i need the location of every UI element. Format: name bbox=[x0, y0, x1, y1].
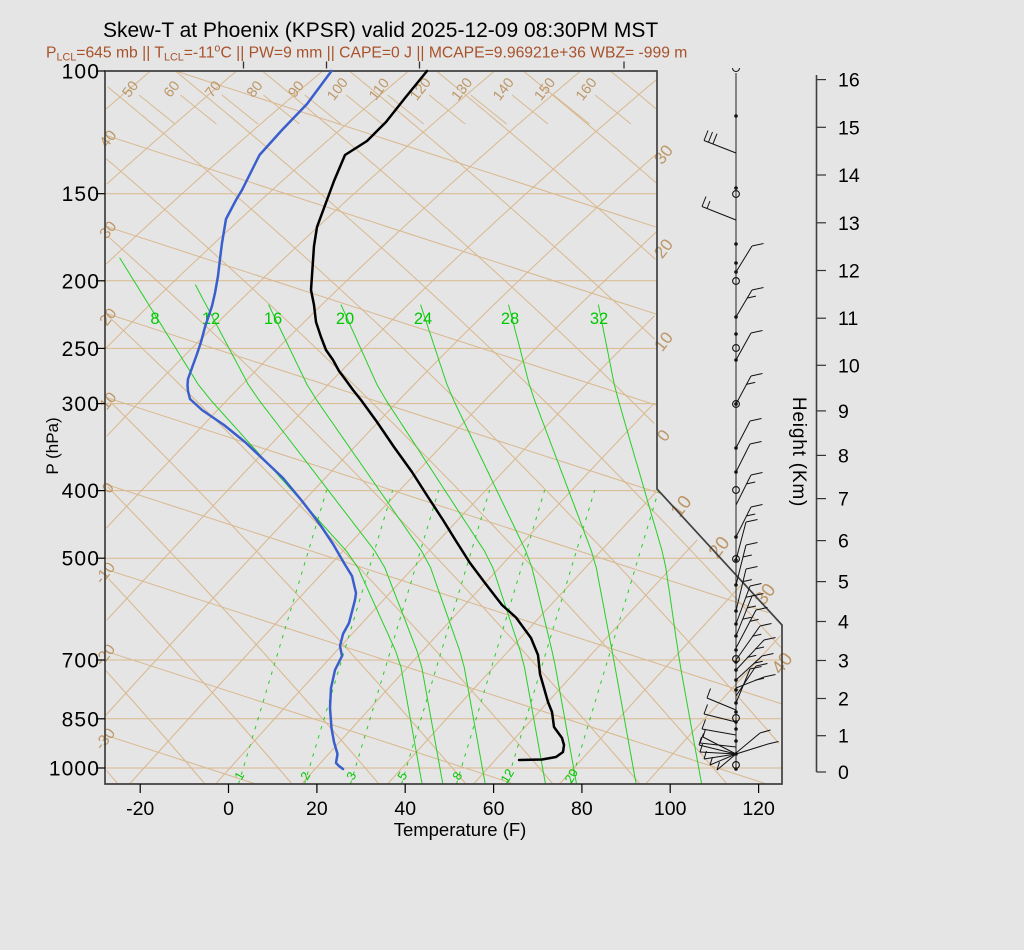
svg-text:14: 14 bbox=[838, 165, 860, 187]
svg-text:120: 120 bbox=[742, 798, 775, 820]
svg-text:0: 0 bbox=[223, 798, 234, 820]
svg-text:90: 90 bbox=[285, 78, 308, 101]
svg-text:60: 60 bbox=[161, 78, 184, 101]
svg-text:0: 0 bbox=[838, 762, 849, 784]
svg-text:28: 28 bbox=[501, 310, 519, 328]
svg-text:15: 15 bbox=[838, 117, 860, 139]
svg-text:20: 20 bbox=[336, 310, 354, 328]
svg-text:13: 13 bbox=[838, 213, 860, 235]
svg-text:7: 7 bbox=[838, 489, 849, 511]
svg-text:8: 8 bbox=[150, 310, 159, 328]
svg-text:11: 11 bbox=[838, 308, 858, 330]
svg-text:24: 24 bbox=[414, 310, 432, 328]
svg-text:70: 70 bbox=[202, 78, 225, 101]
svg-text:6: 6 bbox=[838, 531, 849, 553]
svg-text:40: 40 bbox=[394, 798, 416, 820]
svg-text:300: 300 bbox=[62, 393, 100, 416]
svg-text:16: 16 bbox=[838, 70, 860, 92]
svg-text:P (hPa): P (hPa) bbox=[43, 417, 62, 474]
svg-text:1: 1 bbox=[838, 726, 849, 748]
svg-text:200: 200 bbox=[62, 270, 100, 293]
svg-text:60: 60 bbox=[483, 798, 505, 820]
svg-text:400: 400 bbox=[62, 480, 100, 503]
svg-text:500: 500 bbox=[62, 548, 100, 571]
svg-text:4: 4 bbox=[838, 612, 849, 634]
svg-text:5: 5 bbox=[838, 572, 849, 594]
svg-text:2: 2 bbox=[838, 689, 849, 711]
svg-text:50: 50 bbox=[120, 78, 143, 101]
svg-text:9: 9 bbox=[838, 401, 849, 423]
svg-text:Height (Km): Height (Km) bbox=[788, 397, 809, 507]
svg-text:10: 10 bbox=[838, 355, 860, 377]
svg-text:12: 12 bbox=[838, 261, 860, 283]
svg-text:32: 32 bbox=[590, 310, 608, 328]
svg-text:3: 3 bbox=[838, 651, 849, 673]
svg-text:20: 20 bbox=[306, 798, 328, 820]
svg-text:8: 8 bbox=[838, 445, 849, 467]
svg-text:100: 100 bbox=[654, 798, 687, 820]
svg-text:250: 250 bbox=[62, 338, 100, 361]
svg-text:20: 20 bbox=[562, 766, 581, 785]
svg-text:100: 100 bbox=[62, 61, 100, 84]
svg-text:80: 80 bbox=[244, 78, 267, 101]
svg-text:16: 16 bbox=[264, 310, 282, 328]
svg-text:Skew-T at Phoenix (KPSR) valid: Skew-T at Phoenix (KPSR) valid 2025-12-0… bbox=[103, 19, 658, 42]
svg-text:-20: -20 bbox=[126, 798, 154, 820]
svg-text:850: 850 bbox=[62, 708, 100, 731]
svg-text:PLCL=645 mb || TLCL=-11oC || P: PLCL=645 mb || TLCL=-11oC || PW=9 mm || … bbox=[46, 43, 687, 64]
svg-text:700: 700 bbox=[62, 650, 100, 673]
svg-text:80: 80 bbox=[571, 798, 593, 820]
svg-text:12: 12 bbox=[498, 766, 517, 785]
svg-text:Temperature (F): Temperature (F) bbox=[394, 819, 527, 840]
svg-text:1000: 1000 bbox=[49, 758, 100, 781]
svg-text:150: 150 bbox=[62, 183, 100, 206]
